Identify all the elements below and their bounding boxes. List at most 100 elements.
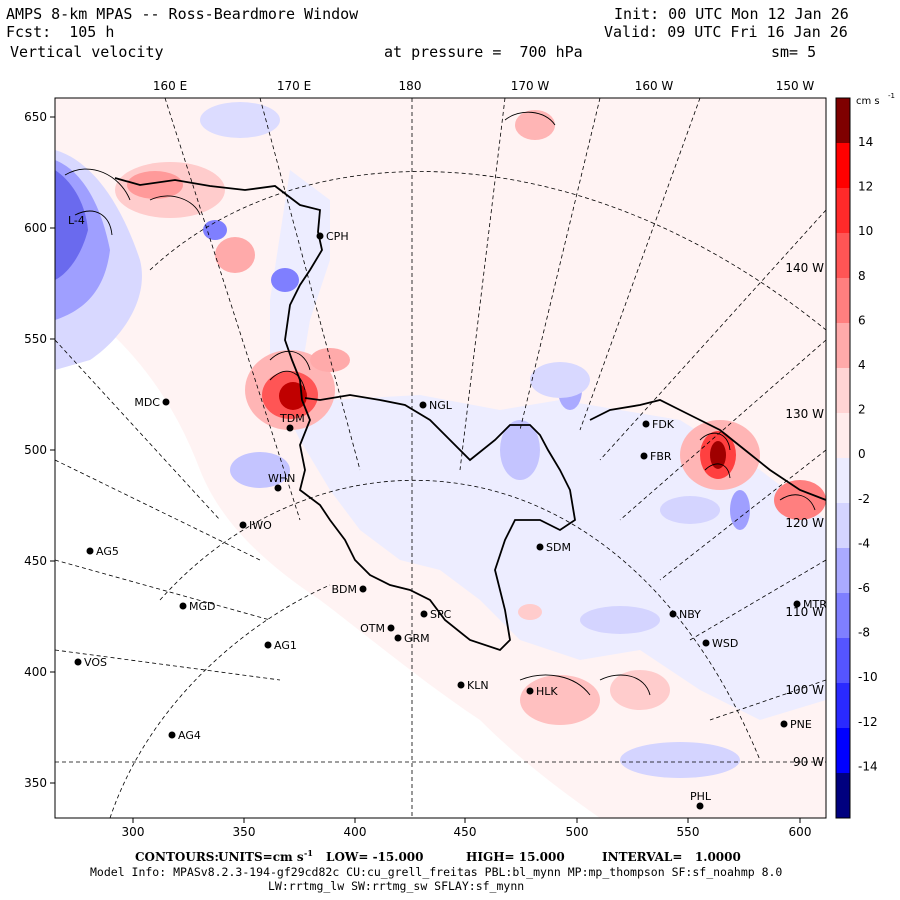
lon-label: 160 W: [635, 79, 674, 93]
station-label: L-4: [68, 214, 85, 227]
y-axis-labels: 650 600 550 500 450 400 350: [24, 110, 47, 790]
station-label: BDM: [331, 583, 357, 596]
station-dot: [640, 452, 648, 460]
red-anomaly: [115, 110, 826, 725]
y-tick-label: 600: [24, 221, 47, 235]
station-dot: [536, 543, 544, 551]
station-dot: [642, 420, 650, 428]
station-dot: [86, 547, 94, 555]
station-label: AG4: [178, 729, 201, 742]
x-tick-label: 600: [789, 825, 812, 839]
contours-label: CONTOURS:: [135, 850, 219, 864]
station-label: HLK: [536, 685, 558, 698]
colorbar-label: -6: [858, 581, 870, 595]
lon-label: 160 E: [153, 79, 187, 93]
units-label: UNITS=cm s: [218, 850, 304, 864]
station-label: AG1: [274, 639, 297, 652]
station-label: SDM: [546, 541, 571, 554]
colorbar-swatch: [836, 773, 850, 818]
contours: [64, 111, 816, 696]
y-tick-label: 550: [24, 332, 47, 346]
station-dot: [387, 624, 395, 632]
station-dot: [696, 802, 704, 810]
plot-frame: [54, 97, 827, 819]
colorbar-frame: [835, 97, 851, 819]
colorbar-swatch: [836, 638, 850, 683]
axis-ticks: [50, 116, 801, 823]
station-dot: [74, 658, 82, 666]
units-exp: -1: [304, 848, 313, 858]
station-label: KLN: [467, 679, 489, 692]
field-name: Vertical velocity: [10, 43, 164, 61]
colorbar-label: 14: [858, 135, 873, 149]
station-dot: [669, 610, 677, 618]
station-dot: [239, 521, 247, 529]
colorbar-label: 10: [858, 224, 873, 238]
valid-time: Valid: 09 UTC Fri 16 Jan 26: [604, 23, 848, 41]
colorbar-label: -12: [858, 715, 878, 729]
lon-label: 140 W: [785, 261, 824, 275]
longitude-labels: 160 E 170 E 180 170 W 160 W 150 W: [153, 79, 815, 93]
colorbar-units: cm s: [856, 96, 880, 107]
station-label: OTM: [360, 622, 385, 635]
station-dot: [702, 639, 710, 647]
station-label: WSD: [712, 637, 738, 650]
colorbar-label: 12: [858, 180, 873, 194]
lon-label: 100 W: [785, 683, 824, 697]
colorbar-swatch: [836, 188, 850, 233]
x-tick-label: 550: [677, 825, 700, 839]
smoothing: sm= 5: [771, 43, 817, 61]
colorbar-label: 8: [858, 269, 866, 283]
colorbar-labels: 14 12 10 8 6 4 2 0 -2 -4 -6 -8 -10 -12 -14: [858, 135, 878, 773]
x-tick-label: 500: [566, 825, 589, 839]
station-dot: [316, 232, 324, 240]
y-tick-label: 500: [24, 443, 47, 457]
colorbar-swatch: [836, 368, 850, 413]
station-label: IWO: [249, 519, 272, 532]
graticule: [55, 98, 826, 818]
colorbar-label: 2: [858, 403, 866, 417]
station-dot: [179, 602, 187, 610]
station-label: VOS: [84, 656, 107, 669]
contour-high: HIGH= 15.000: [466, 850, 565, 864]
x-axis-labels: 300 350 400 450 500 550 600: [122, 825, 812, 839]
colorbar-swatch: [836, 98, 850, 143]
init-time: Init: 00 UTC Mon 12 Jan 26: [614, 5, 849, 23]
station-label: PNE: [790, 718, 812, 731]
y-tick-label: 400: [24, 665, 47, 679]
station-dot: [359, 585, 367, 593]
colorbar-swatch: [836, 278, 850, 323]
station-label: CPH: [326, 230, 349, 243]
contour-interval: INTERVAL= 1.0000: [602, 850, 741, 864]
station-label: GRM: [404, 632, 430, 645]
y-tick-label: 650: [24, 110, 47, 124]
pressure-level: at pressure = 700 hPa: [384, 43, 583, 61]
colorbar-swatch: [836, 458, 850, 503]
colorbar-units-exp: -1: [888, 92, 895, 100]
y-tick-label: 350: [24, 776, 47, 790]
lon-label: 170 W: [511, 79, 550, 93]
station-label: FBR: [650, 450, 672, 463]
colorbar-label: -14: [858, 759, 878, 773]
station-label: AG5: [96, 545, 119, 558]
station-markers: CPH MDC NGL TDM FDK FBR WHN IWO AG5 SDM BDM MGD OTM S…: [68, 214, 827, 810]
coastline-east: [589, 399, 826, 501]
station-label: MGD: [189, 600, 216, 613]
lon-label: 90 W: [793, 755, 824, 769]
colorbar-swatch: [836, 143, 850, 188]
station-label: MDC: [134, 396, 160, 409]
lon-label: 150 W: [776, 79, 815, 93]
x-tick-label: 400: [344, 825, 367, 839]
station-label: PHL: [690, 790, 712, 803]
longitude-labels-right: 140 W 130 W 120 W 110 W 100 W 90 W: [785, 261, 824, 769]
colorbar-label: 4: [858, 358, 866, 372]
colorbar: [835, 97, 851, 819]
colorbar-label: 6: [858, 313, 866, 327]
station-label: FDK: [652, 418, 675, 431]
coastline: [114, 177, 576, 652]
station-dot: [780, 720, 788, 728]
colorbar-label: -10: [858, 670, 878, 684]
shaded-field: [55, 98, 826, 818]
x-tick-label: 450: [454, 825, 477, 839]
colorbar-swatch: [836, 503, 850, 548]
